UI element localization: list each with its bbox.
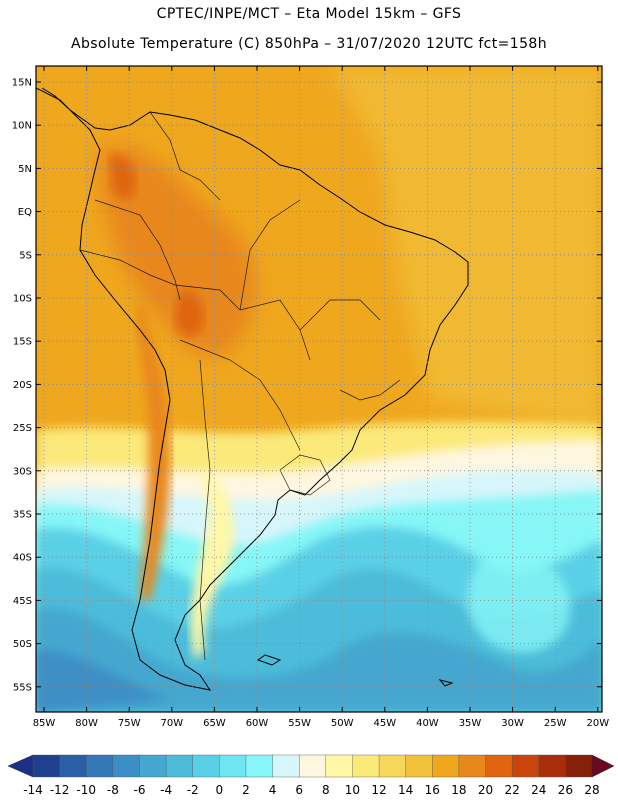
map-title: CPTEC/INPE/MCT – Eta Model 15km – GFS [156, 6, 462, 22]
longitude-label: 55W [288, 718, 311, 729]
colorbar-label: 26 [558, 783, 573, 797]
latitude-label: 5N [18, 164, 32, 175]
colorbar-label: 14 [398, 783, 413, 797]
latitude-label: 5S [19, 250, 32, 261]
colorbar-label: 6 [295, 783, 303, 797]
map-subtitle: Absolute Temperature (C) 850hPa – 31/07/… [70, 36, 547, 52]
longitude-label: 30W [501, 718, 524, 729]
map-frame [35, 65, 603, 713]
colorbar-label: -6 [133, 783, 145, 797]
colorbar-label: 24 [531, 783, 546, 797]
colorbar-label: -14 [23, 783, 43, 797]
latitude-labels: 15N 10N 5N EQ 5S 10S 15S 20S 25S 30S 35S 40S 45S 50S 5… [12, 78, 32, 694]
colorbar-label: -4 [160, 783, 172, 797]
colorbar-swatch [219, 754, 247, 778]
longitude-labels: 85W 80W 75W 70W 65W 60W 55W 50W 45W 40W 35W 30W 25W 2… [33, 718, 610, 729]
latitude-label: 30S [13, 466, 32, 477]
colorbar-label: -8 [107, 783, 119, 797]
colorbar [7, 754, 615, 778]
latitude-label: EQ [18, 207, 32, 218]
colorbar-swatch [192, 754, 220, 778]
colorbar-label: 4 [269, 783, 277, 797]
colorbar-high-arrow [591, 754, 615, 778]
colorbar-label: 12 [371, 783, 386, 797]
colorbar-swatch [485, 754, 513, 778]
colorbar-swatch [32, 754, 61, 778]
colorbar-low-arrow [7, 754, 34, 778]
colorbar-swatch [378, 754, 407, 778]
colorbar-swatch [511, 754, 540, 778]
longitude-label: 70W [160, 718, 183, 729]
colorbar-swatch [165, 754, 194, 778]
colorbar-label: 18 [451, 783, 466, 797]
longitude-label: 50W [331, 718, 354, 729]
colorbar-swatch [565, 754, 593, 778]
colorbar-label: 2 [242, 783, 250, 797]
colorbar-swatch [59, 754, 87, 778]
latitude-label: 15N [12, 78, 32, 89]
colorbar-label: 8 [322, 783, 330, 797]
colorbar-swatch [352, 754, 380, 778]
colorbar-label: 16 [425, 783, 440, 797]
colorbar-label: 28 [584, 783, 599, 797]
colorbar-label: -10 [76, 783, 96, 797]
colorbar-swatch [245, 754, 274, 778]
colorbar-swatch [458, 754, 487, 778]
latitude-label: 35S [13, 510, 32, 521]
longitude-label: 35W [459, 718, 482, 729]
colorbar-label: -12 [50, 783, 70, 797]
latitude-label: 50S [13, 639, 32, 650]
colorbar-label: 20 [478, 783, 493, 797]
longitude-label: 65W [203, 718, 226, 729]
latitude-label: 10N [12, 121, 32, 132]
colorbar-swatch [298, 754, 327, 778]
longitude-label: 40W [416, 718, 439, 729]
colorbar-swatch [272, 754, 300, 778]
axis-ticks [36, 66, 602, 712]
longitude-label: 20W [586, 718, 609, 729]
temperature-field [36, 66, 602, 712]
latitude-label: 55S [13, 682, 32, 693]
latitude-label: 25S [13, 423, 32, 434]
colorbar-label: 10 [345, 783, 360, 797]
colorbar-swatch [325, 754, 353, 778]
latitude-label: 10S [13, 294, 32, 305]
latitude-label: 40S [13, 553, 32, 564]
latitude-label: 20S [13, 380, 32, 391]
colorbar-swatch [432, 754, 460, 778]
longitude-label: 75W [118, 718, 141, 729]
colorbar-label: -2 [187, 783, 199, 797]
colorbar-labels: -14 -12 -10 -8 -6 -4 -2 0 2 4 6 8 10 12 14 16 18 20 22 24 26… [23, 783, 599, 797]
latitude-label: 15S [13, 337, 32, 348]
colorbar-swatch [405, 754, 433, 778]
colorbar-swatch [139, 754, 167, 778]
longitude-label: 80W [75, 718, 98, 729]
longitude-label: 25W [544, 718, 567, 729]
colorbar-label: 22 [505, 783, 520, 797]
longitude-label: 60W [246, 718, 269, 729]
colorbar-swatch [86, 754, 114, 778]
coastline [36, 87, 469, 691]
colorbar-label: 0 [216, 783, 224, 797]
longitude-label: 45W [373, 718, 396, 729]
longitude-label: 85W [33, 718, 56, 729]
latitude-label: 45S [13, 596, 32, 607]
colorbar-swatch [538, 754, 566, 778]
colorbar-swatch [112, 754, 140, 778]
